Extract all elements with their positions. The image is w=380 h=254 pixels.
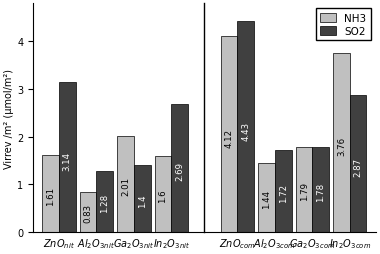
Text: 1.61: 1.61	[46, 186, 55, 205]
Text: 2.69: 2.69	[175, 161, 184, 180]
Text: 3.76: 3.76	[337, 137, 346, 156]
Text: 3.14: 3.14	[63, 151, 72, 170]
Bar	[350, 96, 366, 232]
Text: 1.28: 1.28	[100, 193, 109, 212]
Bar	[97, 171, 113, 232]
Bar	[221, 36, 238, 232]
Bar	[258, 164, 275, 232]
Bar	[275, 150, 291, 232]
Text: 1.78: 1.78	[316, 182, 325, 201]
Bar	[296, 147, 312, 232]
Bar	[238, 22, 254, 232]
Text: 1.44: 1.44	[262, 190, 271, 209]
Bar	[117, 137, 134, 232]
Text: 2.01: 2.01	[121, 177, 130, 196]
Bar	[80, 193, 97, 232]
Y-axis label: Virrev /m² (μmol/m²): Virrev /m² (μmol/m²)	[4, 68, 14, 168]
Bar	[59, 83, 76, 232]
Text: 4.12: 4.12	[225, 129, 234, 148]
Text: 4.43: 4.43	[241, 121, 250, 140]
Text: 0.83: 0.83	[84, 203, 93, 223]
Bar	[333, 54, 350, 232]
Legend: NH3, SO2: NH3, SO2	[316, 9, 370, 41]
Bar	[171, 104, 188, 232]
Bar	[312, 148, 329, 232]
Text: 1.79: 1.79	[299, 182, 309, 201]
Text: 2.87: 2.87	[354, 157, 363, 176]
Text: 1.72: 1.72	[279, 183, 288, 202]
Text: 1.4: 1.4	[138, 193, 147, 207]
Text: 1.6: 1.6	[158, 189, 168, 202]
Bar	[155, 156, 171, 232]
Bar	[42, 155, 59, 232]
Bar	[134, 166, 150, 232]
